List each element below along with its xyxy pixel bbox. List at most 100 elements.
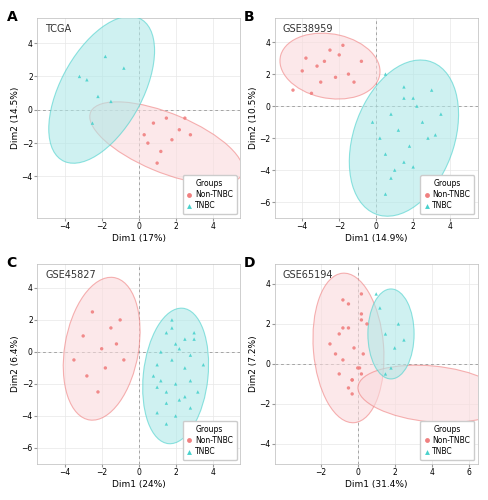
Point: [399, 336, 407, 344]
Point: [359, 350, 366, 358]
Point: [168, 316, 176, 324]
Text: GSE38959: GSE38959: [282, 24, 332, 34]
Point: [386, 364, 394, 372]
Text: D: D: [244, 256, 255, 270]
Point: [162, 420, 170, 428]
Point: [386, 174, 394, 182]
Point: [423, 134, 431, 142]
Point: [399, 83, 407, 91]
Point: [181, 335, 188, 343]
Point: [143, 139, 151, 147]
X-axis label: Dim1 (31.4%): Dim1 (31.4%): [344, 480, 407, 489]
Point: [168, 356, 176, 364]
Point: [375, 134, 383, 142]
Point: [194, 388, 202, 396]
Point: [394, 320, 402, 328]
Point: [390, 344, 398, 352]
Point: [288, 86, 296, 94]
Point: [94, 92, 102, 100]
Point: [101, 364, 109, 372]
Point: [307, 90, 315, 98]
Point: [418, 118, 426, 126]
Point: [331, 74, 339, 82]
Y-axis label: Dim2 (7.2%): Dim2 (7.2%): [248, 336, 257, 392]
Point: [399, 158, 407, 166]
Point: [175, 126, 183, 134]
Point: [408, 163, 416, 171]
Point: [199, 360, 207, 368]
Text: B: B: [244, 10, 254, 24]
Text: TCGA: TCGA: [45, 24, 71, 34]
Point: [107, 324, 115, 332]
Point: [153, 360, 161, 368]
Point: [190, 335, 198, 343]
Ellipse shape: [49, 16, 154, 164]
Point: [362, 320, 370, 328]
Text: GSE45827: GSE45827: [45, 270, 96, 280]
Point: [381, 70, 388, 78]
Point: [162, 399, 170, 407]
Point: [88, 308, 96, 316]
Point: [171, 340, 179, 348]
Point: [175, 344, 183, 352]
Point: [405, 142, 412, 150]
Point: [381, 370, 388, 378]
Point: [338, 324, 346, 332]
Point: [390, 166, 398, 174]
Point: [302, 54, 309, 62]
Point: [186, 404, 194, 412]
Point: [157, 148, 164, 156]
Point: [181, 364, 188, 372]
Point: [381, 150, 388, 158]
Point: [357, 290, 365, 298]
Point: [344, 300, 352, 308]
Point: [349, 78, 357, 86]
Point: [325, 46, 333, 54]
Point: [70, 356, 78, 364]
Legend: Non-TNBC, TNBC: Non-TNBC, TNBC: [182, 421, 236, 460]
Point: [153, 408, 161, 416]
Point: [83, 372, 91, 380]
Point: [430, 131, 438, 139]
Point: [181, 114, 188, 122]
Ellipse shape: [312, 273, 383, 422]
Point: [181, 392, 188, 400]
Ellipse shape: [142, 308, 208, 444]
Point: [335, 370, 343, 378]
Point: [316, 78, 324, 86]
Point: [353, 364, 361, 372]
Point: [347, 390, 355, 398]
Point: [427, 86, 435, 94]
Point: [83, 76, 91, 84]
Point: [157, 348, 164, 356]
Point: [394, 126, 402, 134]
X-axis label: Dim1 (14.9%): Dim1 (14.9%): [344, 234, 407, 243]
Text: GSE65194: GSE65194: [282, 270, 332, 280]
Point: [120, 356, 127, 364]
Y-axis label: Dim2 (6.4%): Dim2 (6.4%): [11, 336, 20, 392]
Ellipse shape: [348, 60, 458, 216]
Point: [357, 316, 365, 324]
Point: [381, 330, 388, 338]
Text: A: A: [6, 10, 17, 24]
Point: [335, 51, 343, 59]
Point: [357, 310, 365, 318]
Point: [149, 372, 157, 380]
Point: [94, 388, 102, 396]
Point: [153, 159, 161, 167]
Point: [88, 119, 96, 127]
Point: [98, 344, 105, 352]
Point: [338, 356, 346, 364]
X-axis label: Dim1 (24%): Dim1 (24%): [112, 480, 165, 489]
Point: [190, 328, 198, 336]
Point: [101, 52, 109, 60]
Point: [349, 344, 357, 352]
Point: [335, 330, 343, 338]
Point: [171, 380, 179, 388]
Ellipse shape: [90, 102, 243, 184]
Point: [423, 182, 431, 190]
Point: [112, 340, 120, 348]
Point: [79, 332, 87, 340]
Point: [149, 119, 157, 127]
Y-axis label: Dim2 (14.5%): Dim2 (14.5%): [11, 87, 20, 150]
